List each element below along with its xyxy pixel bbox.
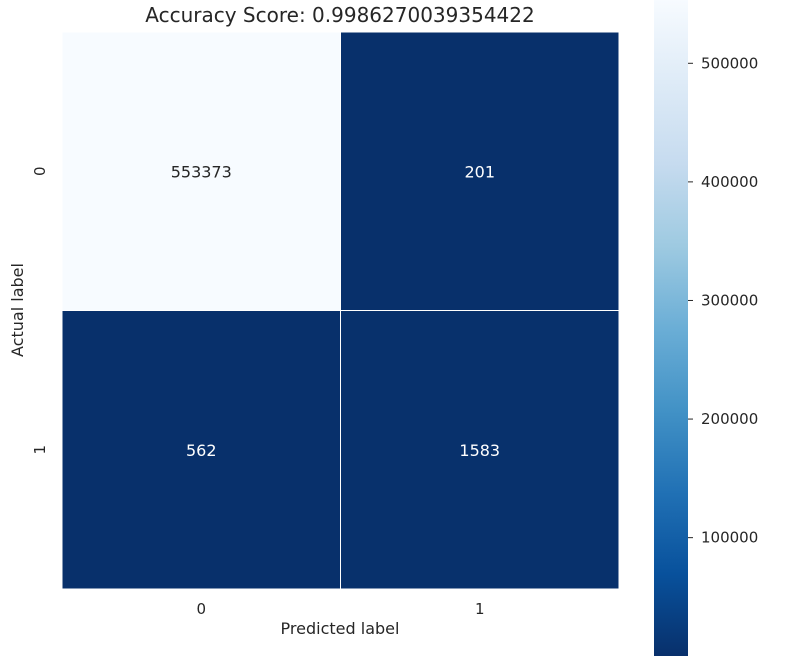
x-axis-label: Predicted label xyxy=(281,619,400,638)
cell-value-r1-c0: 562 xyxy=(186,441,217,460)
y-axis-ticks: 01 xyxy=(31,166,49,454)
colorbar-tick-label-400000: 400000 xyxy=(701,173,758,191)
cell-value-r1-c1: 1583 xyxy=(459,441,500,460)
colorbar xyxy=(654,0,688,656)
colorbar-tick-label-100000: 100000 xyxy=(701,529,758,547)
chart-title: Accuracy Score: 0.9986270039354422 xyxy=(145,3,534,27)
colorbar-ticks: 100000 200000 300000 400000 500000 xyxy=(688,54,758,547)
x-tick-label-0: 0 xyxy=(196,600,206,618)
heatmap-cell-r1-c1 xyxy=(340,310,620,590)
heatmap-cell-r1-c0 xyxy=(61,310,341,590)
y-axis-label: Actual label xyxy=(8,263,27,357)
y-tick-label-1: 1 xyxy=(31,445,49,455)
colorbar-tick-label-300000: 300000 xyxy=(701,291,758,309)
heatmap-cells xyxy=(61,31,620,590)
cell-value-r0-c0: 553373 xyxy=(171,162,232,181)
heatmap-cell-r0-c0 xyxy=(61,31,341,311)
x-tick-label-1: 1 xyxy=(475,600,485,618)
heatmap-cell-r0-c1 xyxy=(340,31,620,311)
colorbar-tick-label-200000: 200000 xyxy=(701,410,758,428)
y-tick-label-0: 0 xyxy=(31,166,49,176)
cell-value-r0-c1: 201 xyxy=(464,162,495,181)
heatmap-cell-labels: 553373 201 562 1583 xyxy=(171,162,500,460)
colorbar-tick-label-500000: 500000 xyxy=(701,54,758,72)
